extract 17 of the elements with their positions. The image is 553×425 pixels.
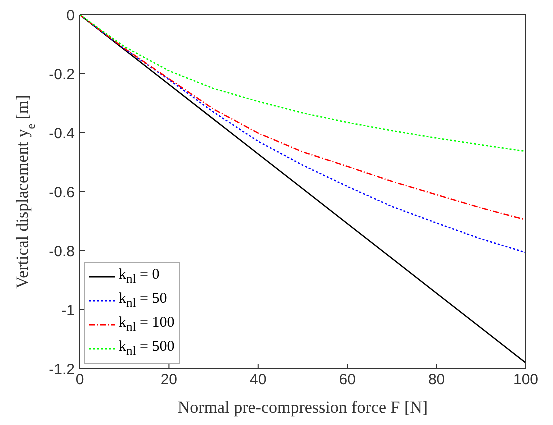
y-tick-label: -1.2 <box>49 361 75 378</box>
x-axis-title: Normal pre-compression force F [N] <box>178 398 428 417</box>
y-tick-label: -0.8 <box>49 243 75 260</box>
y-tick-label: -0.6 <box>49 184 75 202</box>
legend-label: k$_{nl}$ = 500 <box>119 338 175 360</box>
legend-label: k$_{nl}$ = 100 <box>119 314 175 336</box>
x-tick-label: 80 <box>428 372 446 389</box>
x-tick-label: 40 <box>250 372 267 389</box>
y-tick-label: -1 <box>62 302 75 320</box>
y-tick-label: -0.2 <box>49 66 75 84</box>
legend-label: k$_{nl}$ = 50 <box>119 290 168 312</box>
x-tick-label: 20 <box>160 372 178 389</box>
y-tick-label: 0 <box>66 7 75 24</box>
y-tick-label: -0.4 <box>49 125 75 142</box>
x-tick-label: 60 <box>339 372 356 389</box>
x-tick-label: 100 <box>513 372 539 389</box>
legend-label: k$_{nl}$ = 0 <box>119 266 160 288</box>
